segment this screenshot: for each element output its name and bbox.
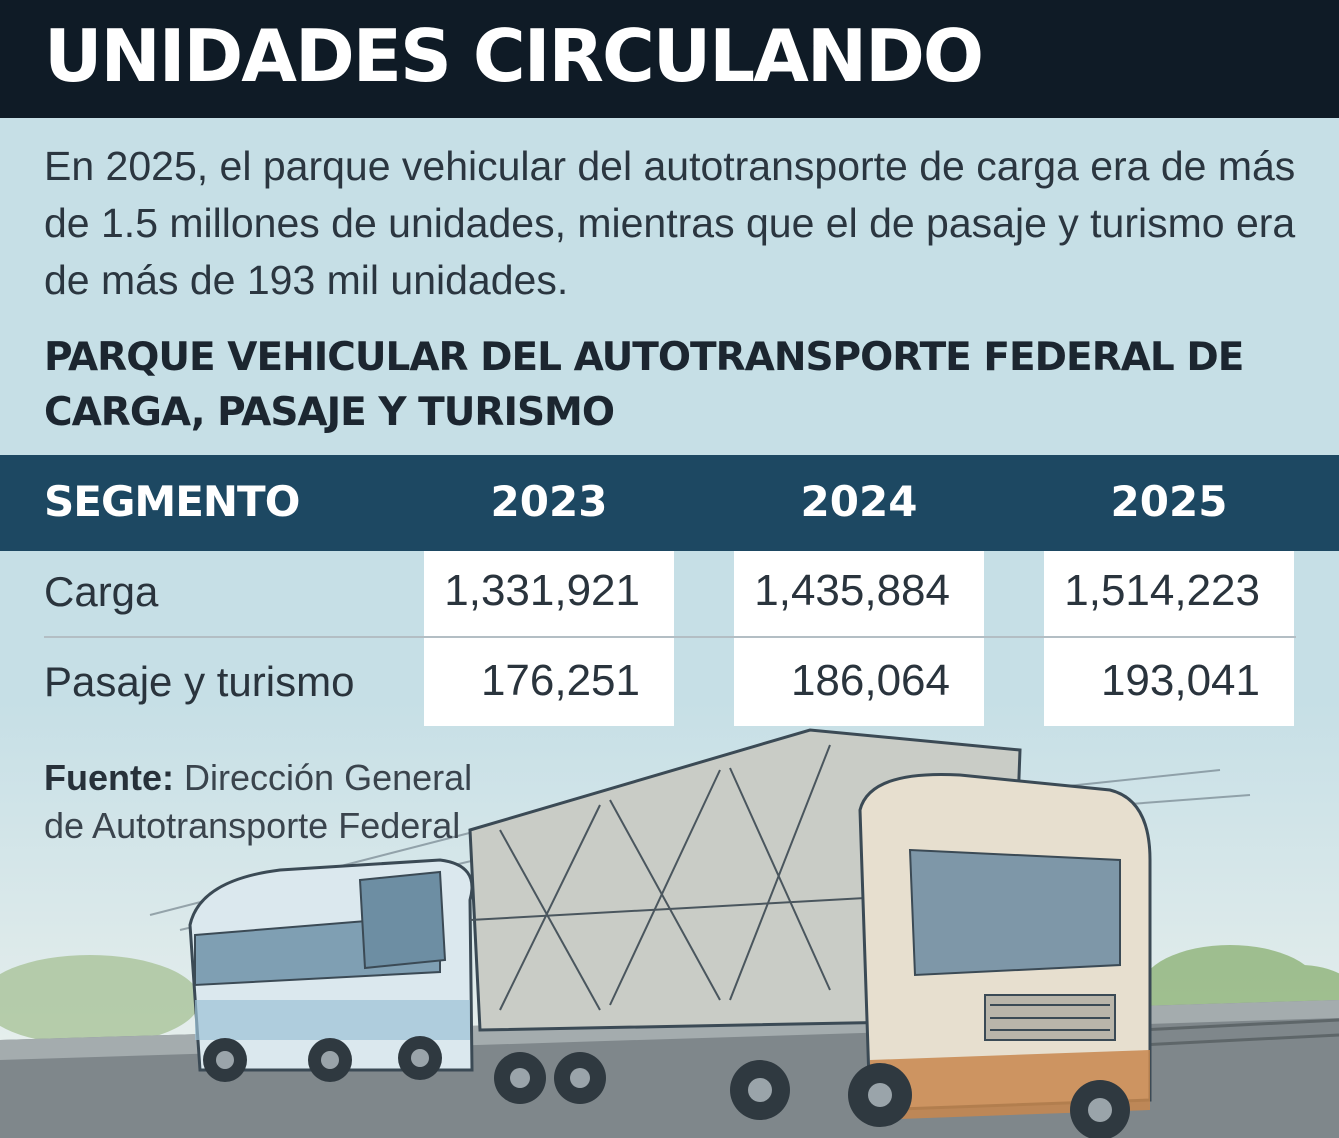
cell-pasaje-2024: 186,064 — [790, 656, 950, 705]
cell-pasaje-2023: 176,251 — [480, 656, 640, 705]
table-title: PARQUE VEHICULAR DEL AUTOTRANSPORTE FEDE… — [44, 335, 1244, 435]
header-year-2024: 2024 — [800, 477, 918, 526]
source-note: Fuente: Dirección General de Autotranspo… — [44, 754, 514, 850]
header-year-2025: 2025 — [1110, 477, 1228, 526]
header-year-2023: 2023 — [490, 477, 608, 526]
page-title: UNIDADES CIRCULANDO — [44, 14, 984, 98]
cell-carga-2024: 1,435,884 — [754, 566, 950, 615]
cell-carga-2025: 1,514,223 — [1064, 566, 1260, 615]
row-label-pasaje: Pasaje y turismo — [44, 658, 355, 705]
header-bar — [0, 0, 1339, 118]
bus-icon — [188, 858, 474, 1082]
intro-text: En 2025, el parque vehicular del autotra… — [44, 143, 1296, 303]
cell-pasaje-2025: 193,041 — [1100, 656, 1260, 705]
table-header-bar — [0, 455, 1339, 551]
row-divider — [44, 636, 1296, 638]
truck-icon — [468, 728, 1152, 1138]
source-label: Fuente: — [44, 757, 174, 798]
column-2023-bg — [424, 551, 674, 726]
vehicles-illustration — [0, 700, 1339, 1138]
cell-carga-2023: 1,331,921 — [444, 566, 640, 615]
column-2025-bg — [1044, 551, 1294, 726]
column-2024-bg — [734, 551, 984, 726]
row-label-carga: Carga — [44, 568, 159, 615]
header-segmento: SEGMENTO — [44, 477, 300, 526]
source-text: Dirección General de Autotransporte Fede… — [44, 757, 473, 846]
